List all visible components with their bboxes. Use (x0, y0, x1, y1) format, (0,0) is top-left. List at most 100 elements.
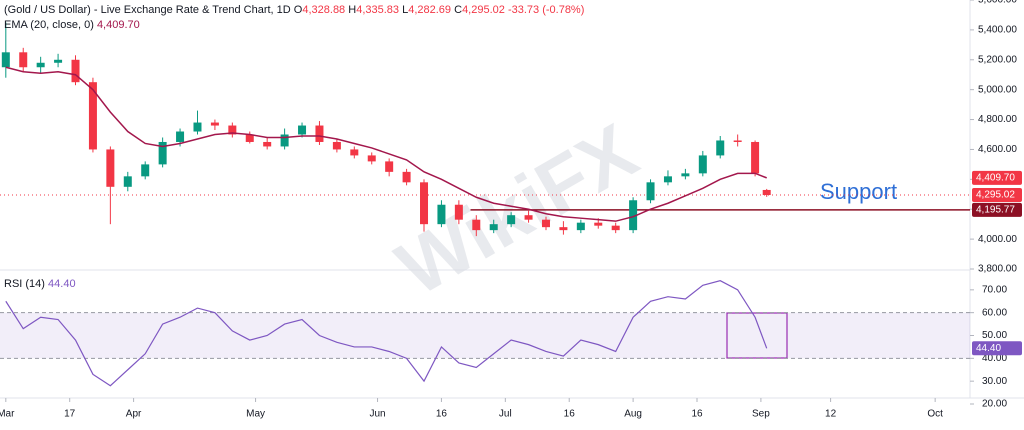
candle-body (141, 164, 150, 177)
candle-body (698, 155, 707, 174)
y-tick-label: 5,000.00 (978, 84, 1017, 95)
rsi-band (0, 312, 970, 359)
candle-body (263, 141, 272, 147)
candle-body (176, 131, 185, 142)
ema-line (5, 66, 767, 222)
chart-title: (Gold / US Dollar) - Live Exchange Rate … (4, 4, 291, 16)
x-tick-label: 16 (564, 409, 576, 420)
candle-body (71, 59, 80, 83)
chart-header: (Gold / US Dollar) - Live Exchange Rate … (4, 4, 584, 16)
candle-body (716, 140, 725, 156)
y-tick-label: 4,800.00 (978, 114, 1017, 125)
y-tick-label: 50.00 (982, 330, 1007, 341)
x-tick-label: Mar (0, 409, 15, 420)
candle-body (332, 141, 341, 150)
candle-body (594, 222, 603, 226)
x-tick-label: 16 (436, 409, 448, 420)
ema-value: 4,409.70 (96, 19, 140, 31)
x-tick-label: 16 (691, 409, 703, 420)
candle-body (315, 125, 324, 142)
y-tick-label: 5,600.00 (978, 0, 1017, 6)
ohlc-value: 4,328.88 (302, 4, 346, 16)
candle-body (646, 182, 655, 201)
y-tick-label: 5,200.00 (978, 54, 1017, 65)
candle-body (751, 141, 760, 174)
x-tick-label: Oct (927, 409, 943, 420)
x-tick-label: Aug (624, 409, 642, 420)
x-tick-label: Sep (752, 409, 770, 420)
candle-body (350, 149, 359, 156)
candle-body (507, 215, 516, 225)
y-tick-label: 60.00 (982, 307, 1007, 318)
candle-body (298, 125, 307, 135)
rsi-value: 44.40 (48, 278, 76, 290)
y-tick-label: 70.00 (982, 284, 1007, 295)
close-price-tag-bg (972, 188, 1022, 203)
ohlc-key: O (293, 4, 303, 16)
candle-body (454, 204, 463, 220)
change: -33.73 (-0.78%) (507, 4, 585, 16)
rsi-value-tag: 44.40 (976, 343, 1001, 354)
candle-body (280, 134, 289, 147)
candle-body (611, 225, 620, 231)
y-tick-label: 40.00 (982, 353, 1007, 364)
candle-body (559, 227, 568, 231)
support-price-tag-bg (972, 202, 1022, 217)
rsi-legend: RSI (14) 44.40 (4, 278, 76, 290)
rsi-line (5, 280, 768, 387)
candle-body (385, 161, 394, 172)
y-tick-label: 5,400.00 (978, 25, 1017, 36)
support-label: Support (820, 179, 897, 204)
ema-legend: EMA (20, close, 0) 4,409.70 (4, 19, 140, 31)
x-tick-label: 12 (825, 409, 837, 420)
rsi-value-tag-bg (972, 341, 1022, 356)
candle-body (228, 125, 237, 135)
candle-body (106, 149, 115, 187)
ohlc-value: 4,335.83 (356, 4, 400, 16)
candle-body (629, 200, 638, 231)
candle-body (210, 122, 219, 126)
candle-body (420, 182, 429, 225)
y-tick-label: 3,800.00 (978, 264, 1017, 275)
x-tick-label: May (246, 409, 265, 420)
ema-price-tag-bg (972, 170, 1022, 185)
rsi-name: RSI (14) (4, 278, 45, 290)
candle-body (88, 82, 97, 150)
y-tick-label: 4,000.00 (978, 234, 1017, 245)
candle-body (36, 62, 45, 68)
support-price-tag: 4,195.77 (976, 204, 1015, 215)
x-tick-label: 17 (64, 409, 76, 420)
candle-body (402, 171, 411, 183)
x-tick-label: Jul (499, 409, 512, 420)
ema-price-tag: 4,409.70 (976, 173, 1015, 184)
ohlc: O4,328.88 H4,335.83 L4,282.69 C4,295.02 (294, 4, 508, 16)
candle-body (663, 176, 672, 183)
y-tick-label: 4,600.00 (978, 144, 1017, 155)
candle-body (158, 141, 167, 165)
ohlc-key: H (348, 4, 357, 16)
candle-body (123, 176, 132, 187)
candle-body (733, 140, 742, 142)
x-tick-label: Jun (369, 409, 385, 420)
ohlc-key: L (402, 4, 409, 16)
candle-body (524, 215, 533, 220)
candle-body (681, 173, 690, 177)
ema-name: EMA (20, close, 0) (4, 19, 94, 31)
candle-body (367, 155, 376, 162)
candle-body (245, 134, 254, 142)
candle-body (762, 189, 771, 196)
candle-body (54, 59, 63, 63)
candle-body (472, 219, 481, 231)
x-tick-label: Apr (126, 409, 142, 420)
candle-body (193, 122, 202, 132)
ohlc-key: C (454, 4, 463, 16)
candle-body (489, 224, 498, 231)
close-price-tag: 4,295.02 (976, 190, 1015, 201)
y-tick-label: 20.00 (982, 399, 1007, 410)
ohlc-value: 4,295.02 (462, 4, 505, 16)
y-tick-label: 30.00 (982, 376, 1007, 387)
candle-body (576, 222, 585, 231)
candle-body (541, 219, 550, 228)
